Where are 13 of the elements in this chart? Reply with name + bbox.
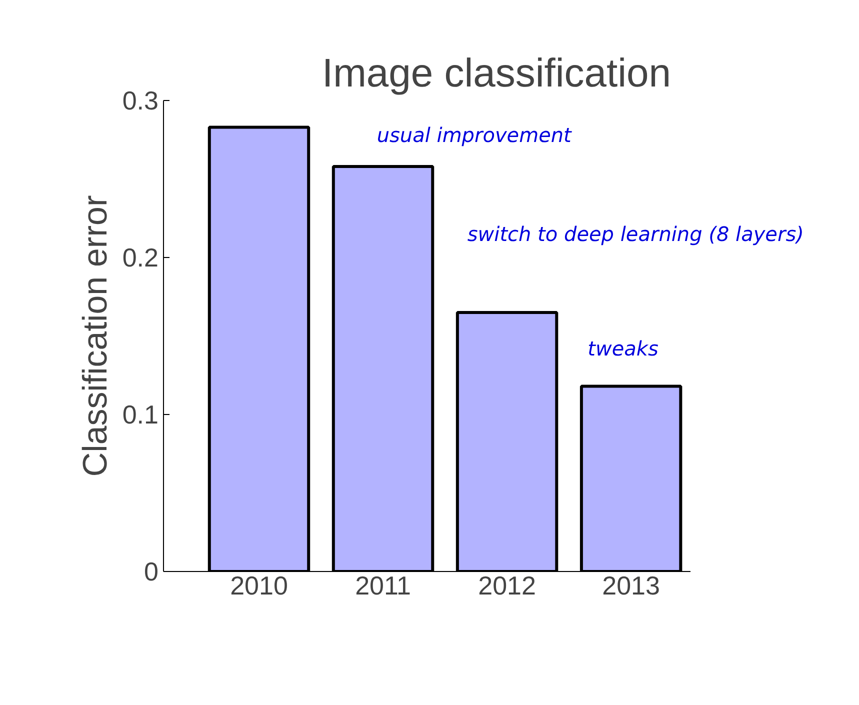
annotation: switch to deep learning (8 layers) (467, 222, 804, 246)
chart-title: Image classification (322, 52, 672, 96)
x-tick-label: 2010 (230, 570, 288, 600)
y-axis-title: Classification error (76, 195, 114, 477)
y-tick-label: 0.1 (122, 400, 159, 430)
x-tick-label: 2012 (478, 570, 536, 600)
annotation: tweaks (588, 336, 658, 361)
annotation: usual improvement (376, 123, 573, 148)
y-tick-label: 0.3 (122, 86, 159, 116)
y-tick-label: 0 (144, 556, 159, 586)
x-tick-label: 2011 (355, 570, 411, 600)
x-tick-label: 2013 (602, 570, 660, 600)
y-tick-label: 0.2 (122, 242, 159, 272)
